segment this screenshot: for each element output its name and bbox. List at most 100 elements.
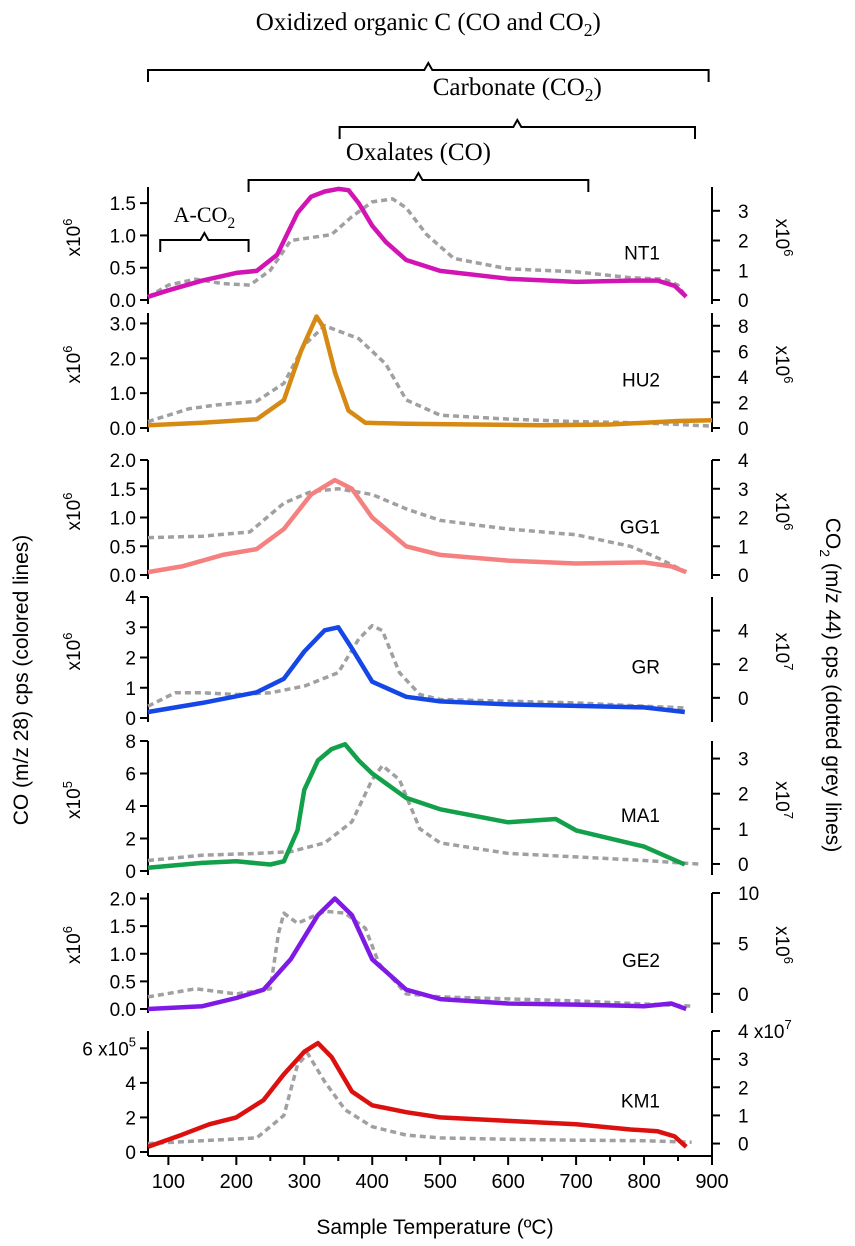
left-exponent: x106 [60,346,85,384]
left-tick-label: 0.0 [110,1000,136,1021]
left-tick-label: 0.5 [110,972,136,993]
right-tick-label: 1 [738,1106,749,1127]
left-tick-label: 1.5 [110,194,136,215]
x-axis-label: Sample Temperature (ºC) [316,1216,553,1239]
right-tick-label: 1 [738,820,749,841]
right-tick-label: 5 [738,934,749,955]
x-tick-label: 200 [220,1171,253,1193]
right-tick-label: 0 [738,689,749,710]
sample-name: HU2 [622,371,660,392]
co-line-HU2 [147,314,713,428]
annotation-brackets: Oxidized organic C (CO and CO2) Carbonate… [147,9,710,252]
right-tick-label: 3 [738,750,749,771]
left-tick-label: 1.5 [110,917,136,938]
x-tick-label: 400 [356,1171,389,1193]
left-tick-label: 0.0 [110,419,136,440]
left-exponent: x106 [60,633,85,671]
co2-line-HU2 [147,324,713,428]
left-tick-label: 0 [125,862,136,883]
left-tick-label: 3.0 [110,314,136,335]
right-tick-label: 2 [738,393,749,414]
left-exponent: x106 [60,926,85,964]
sample-name: NT1 [624,244,660,265]
right-tick-label: 0 [738,419,749,440]
co-line-GR [147,625,686,715]
left-tick-label: 2.0 [110,451,136,472]
co-line-MA1 [147,742,686,871]
right-exponent: x106 [771,346,796,384]
co-line-KM1 [147,1040,688,1149]
right-tick-label: 2 [738,509,749,530]
left-tick-label: 0.0 [110,566,136,587]
co-line-GG1 [147,477,687,575]
right-exponent: x106 [771,493,796,531]
right-tick-label: 1 [738,261,749,282]
right-tick-label: 0 [738,855,749,876]
x-tick-label: 500 [424,1171,457,1193]
left-tick-label: 1.5 [110,480,136,501]
left-tick-label: 2.0 [110,890,136,911]
right-exponent: x106 [771,219,796,257]
left-tick-label: 4 [125,588,136,609]
panel-MA1: 0 2 4 6 8 0 1 2 3 x105 x107 MA1 [60,732,796,883]
right-tick-label: 8 [738,317,749,338]
right-exponent: x106 [771,926,796,964]
co2-line-GR [147,623,685,710]
left-tick-label: 0.0 [110,291,136,312]
left-tick-label: 1.0 [110,384,136,405]
bracket-label-3: A-CO2 [174,202,235,232]
right-tick-label: 6 [738,342,749,363]
left-tick-label: 1.0 [110,945,136,966]
co2-line-NT1 [147,197,688,299]
sample-name: GR [632,658,661,679]
right-tick-label: 4 [738,368,749,389]
left-tick-label: 2 [125,1108,136,1129]
sample-name: GG1 [620,518,660,539]
sample-name: GE2 [622,951,660,972]
left-tick-label: 1.0 [110,509,136,530]
right-exponent: x107 [771,633,796,671]
right-exponent: x107 [771,781,796,819]
panel-GG1: 0.0 0.5 1.0 1.5 2.0 0 1 2 3 4 x106 x106 GG1 [60,451,796,587]
left-tick-label: 2 [125,649,136,670]
co2-line-KM1 [147,1051,692,1146]
bracket-2 [247,170,590,192]
right-tick-label: 4 [738,622,749,643]
right-tick-label: 2 [738,785,749,806]
left-tick-label: 6 x105 [82,1034,136,1060]
left-tick-label: 1.0 [110,226,136,247]
right-tick-label: 4 [738,451,749,472]
co2-line-GG1 [147,487,687,574]
bracket-label-2: Oxalates (CO) [346,139,491,166]
right-tick-label: 3 [738,480,749,501]
left-tick-label: 0.5 [110,259,136,280]
x-tick-label: 600 [491,1171,524,1193]
right-tick-label: 2 [738,655,749,676]
left-tick-label: 6 [125,765,136,786]
right-tick-label: 10 [738,884,759,905]
left-tick-label: 3 [125,618,136,639]
x-tick-label: 900 [695,1171,728,1193]
left-tick-label: 0 [125,1143,136,1164]
bracket-label-0: Oxidized organic C (CO and CO2) [256,9,601,40]
left-exponent: x105 [60,781,85,819]
x-tick-label: 300 [288,1171,321,1193]
right-tick-label: 0 [738,1135,749,1156]
panel-KM1: 0 2 4 6 x105 0 1 2 3 4 x107 KM1 [82,1017,791,1164]
sample-name: KM1 [621,1092,660,1113]
bracket-3 [159,230,250,252]
left-tick-label: 4 [125,1074,136,1095]
x-tick-label: 100 [152,1171,185,1193]
left-tick-label: 2.0 [110,349,136,370]
right-tick-label: 0 [738,291,749,312]
x-tick-label: 800 [627,1171,660,1193]
right-tick-label: 0 [738,985,749,1006]
right-tick-label: 2 [738,232,749,253]
panel-GR: 0 1 2 3 4 0 2 4 x106 x107 GR [60,588,796,730]
right-tick-label: 2 [738,1078,749,1099]
bracket-1 [338,117,697,139]
co2-line-MA1 [147,763,699,866]
left-tick-label: 0.5 [110,537,136,558]
